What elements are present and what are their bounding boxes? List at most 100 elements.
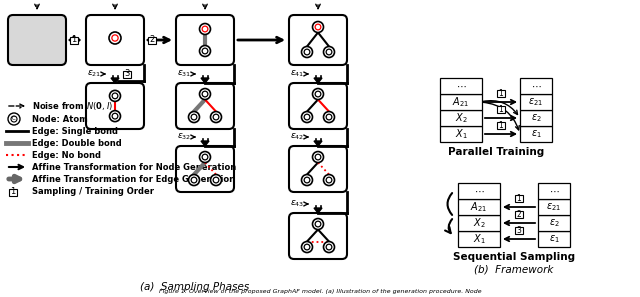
Bar: [497, 90, 505, 97]
Bar: [440, 126, 482, 142]
Bar: [520, 94, 552, 110]
Text: C: C: [12, 116, 16, 121]
Text: $\cdots$: $\cdots$: [531, 81, 541, 91]
Circle shape: [323, 241, 335, 252]
Bar: [520, 126, 552, 142]
Text: $X_1$: $X_1$: [473, 232, 485, 246]
Circle shape: [312, 21, 323, 32]
Circle shape: [211, 112, 221, 123]
Text: 2: 2: [149, 36, 155, 45]
Text: $\varepsilon_2$: $\varepsilon_2$: [548, 217, 559, 229]
FancyBboxPatch shape: [289, 146, 347, 192]
Text: 1: 1: [499, 105, 504, 114]
Bar: [520, 110, 552, 126]
Bar: [538, 183, 570, 199]
Text: $\varepsilon_1$: $\varepsilon_1$: [531, 128, 541, 140]
FancyBboxPatch shape: [176, 15, 234, 65]
Text: Sequential Sampling: Sequential Sampling: [453, 252, 575, 262]
Text: $\varepsilon_{21}$: $\varepsilon_{21}$: [86, 69, 101, 79]
Text: Noise from $N(\mathbf{0}, I)$: Noise from $N(\mathbf{0}, I)$: [32, 100, 113, 112]
Polygon shape: [201, 141, 209, 146]
Circle shape: [8, 113, 20, 125]
Circle shape: [301, 241, 312, 252]
Text: $\varepsilon_3$: $\varepsilon_3$: [199, 0, 211, 3]
Circle shape: [312, 219, 323, 230]
Text: Affine Transformation for Node Generation: Affine Transformation for Node Generatio…: [32, 162, 236, 171]
Text: $\varepsilon_{42}$: $\varepsilon_{42}$: [290, 132, 304, 142]
Bar: [123, 70, 131, 78]
Text: $\cdots$: $\cdots$: [456, 81, 467, 91]
FancyBboxPatch shape: [289, 83, 347, 129]
Bar: [538, 231, 570, 247]
Circle shape: [109, 32, 121, 44]
Text: $\cdots$: $\cdots$: [474, 186, 484, 196]
Text: 1: 1: [499, 121, 504, 130]
Text: $\varepsilon_{32}$: $\varepsilon_{32}$: [177, 132, 191, 142]
Circle shape: [109, 90, 120, 101]
Text: $A_{21}$: $A_{21}$: [470, 200, 488, 214]
Bar: [515, 211, 523, 218]
Text: Figure 1: Overview of the proposed GraphAF model. (a) Illustration of the genera: Figure 1: Overview of the proposed Graph…: [159, 289, 481, 294]
Circle shape: [200, 89, 211, 99]
Polygon shape: [111, 78, 119, 83]
FancyBboxPatch shape: [289, 213, 347, 259]
Circle shape: [109, 110, 120, 121]
Text: 1: 1: [72, 36, 77, 45]
Circle shape: [323, 112, 335, 123]
Text: $X_1$: $X_1$: [454, 127, 467, 141]
Circle shape: [301, 112, 312, 123]
Text: $\varepsilon_2$: $\varepsilon_2$: [109, 0, 121, 3]
Text: Node: Atom: Node: Atom: [32, 115, 88, 124]
Polygon shape: [314, 208, 322, 213]
Text: 3: 3: [516, 226, 522, 235]
Text: Edge: No bond: Edge: No bond: [32, 151, 101, 159]
Bar: [538, 215, 570, 231]
Bar: [70, 37, 78, 43]
Text: Parallel Training: Parallel Training: [448, 147, 544, 157]
Circle shape: [200, 23, 211, 34]
Text: Sampling / Training Order: Sampling / Training Order: [32, 187, 154, 197]
Bar: [458, 183, 500, 199]
FancyBboxPatch shape: [86, 83, 144, 129]
Text: $\varepsilon_2$: $\varepsilon_2$: [531, 112, 541, 124]
Bar: [440, 110, 482, 126]
Text: (b)  Framework: (b) Framework: [474, 264, 554, 274]
Polygon shape: [314, 78, 322, 83]
Bar: [458, 215, 500, 231]
Circle shape: [323, 47, 335, 58]
Bar: [458, 231, 500, 247]
Text: Edge: Double bond: Edge: Double bond: [32, 138, 122, 148]
Text: 2: 2: [516, 210, 522, 219]
Bar: [9, 189, 17, 195]
Polygon shape: [201, 78, 209, 83]
Bar: [515, 195, 523, 202]
Text: 1: 1: [10, 187, 15, 197]
Text: $X_2$: $X_2$: [473, 216, 485, 230]
Text: $\varepsilon_{21}$: $\varepsilon_{21}$: [529, 96, 543, 108]
Circle shape: [301, 47, 312, 58]
Circle shape: [200, 45, 211, 56]
Circle shape: [312, 151, 323, 162]
Bar: [148, 37, 156, 43]
Bar: [458, 199, 500, 215]
Circle shape: [189, 175, 200, 186]
FancyBboxPatch shape: [8, 15, 66, 65]
Bar: [440, 78, 482, 94]
Text: $A_{21}$: $A_{21}$: [452, 95, 470, 109]
Text: $\varepsilon_1$: $\varepsilon_1$: [548, 233, 559, 245]
FancyBboxPatch shape: [176, 146, 234, 192]
FancyBboxPatch shape: [289, 15, 347, 65]
FancyBboxPatch shape: [86, 15, 144, 65]
Text: $\cdots$: $\cdots$: [548, 186, 559, 196]
Text: $\varepsilon_4$: $\varepsilon_4$: [312, 0, 324, 3]
Circle shape: [200, 151, 211, 162]
Text: (a)  Sampling Phases: (a) Sampling Phases: [140, 282, 250, 292]
Text: 3: 3: [124, 69, 130, 78]
FancyBboxPatch shape: [176, 83, 234, 129]
Text: $\varepsilon_{31}$: $\varepsilon_{31}$: [177, 69, 191, 79]
Text: 1: 1: [516, 194, 522, 203]
Polygon shape: [314, 141, 322, 146]
Circle shape: [323, 175, 335, 186]
Text: $\varepsilon_{41}$: $\varepsilon_{41}$: [290, 69, 304, 79]
Text: Affine Transformation for Edge Generation: Affine Transformation for Edge Generatio…: [32, 175, 235, 184]
